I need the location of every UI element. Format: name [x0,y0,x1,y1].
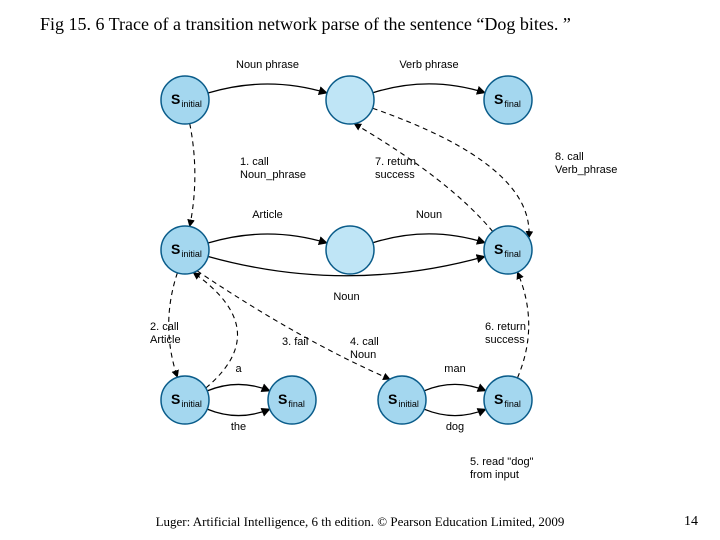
svg-text:Noun: Noun [416,209,442,221]
transition-network-diagram: Noun phrase Verb phrase Article Noun Noun a th… [0,0,720,540]
svg-text:man: man [444,363,465,375]
svg-text:7. returnsuccess: 7. returnsuccess [375,156,416,181]
svg-text:6. returnsuccess: 6. returnsuccess [485,321,526,346]
svg-text:dog: dog [446,421,464,433]
svg-text:Noun: Noun [333,291,359,303]
svg-text:the: the [231,421,246,433]
svg-text:8. callVerb_phrase: 8. callVerb_phrase [555,151,617,176]
svg-text:5. read "dog"from input: 5. read "dog"from input [470,456,534,481]
svg-text:a: a [235,363,242,375]
svg-text:1. callNoun_phrase: 1. callNoun_phrase [240,156,306,181]
svg-text:Verb phrase: Verb phrase [399,59,458,71]
svg-text:2. callArticle: 2. callArticle [150,321,181,346]
footer-citation: Luger: Artificial Intelligence, 6 th edi… [0,514,720,530]
svg-text:Article: Article [252,209,283,221]
svg-text:4. callNoun: 4. callNoun [350,336,379,361]
svg-text:3. fail: 3. fail [282,336,308,348]
page-number: 14 [684,514,698,530]
svg-text:Noun phrase: Noun phrase [236,59,299,71]
